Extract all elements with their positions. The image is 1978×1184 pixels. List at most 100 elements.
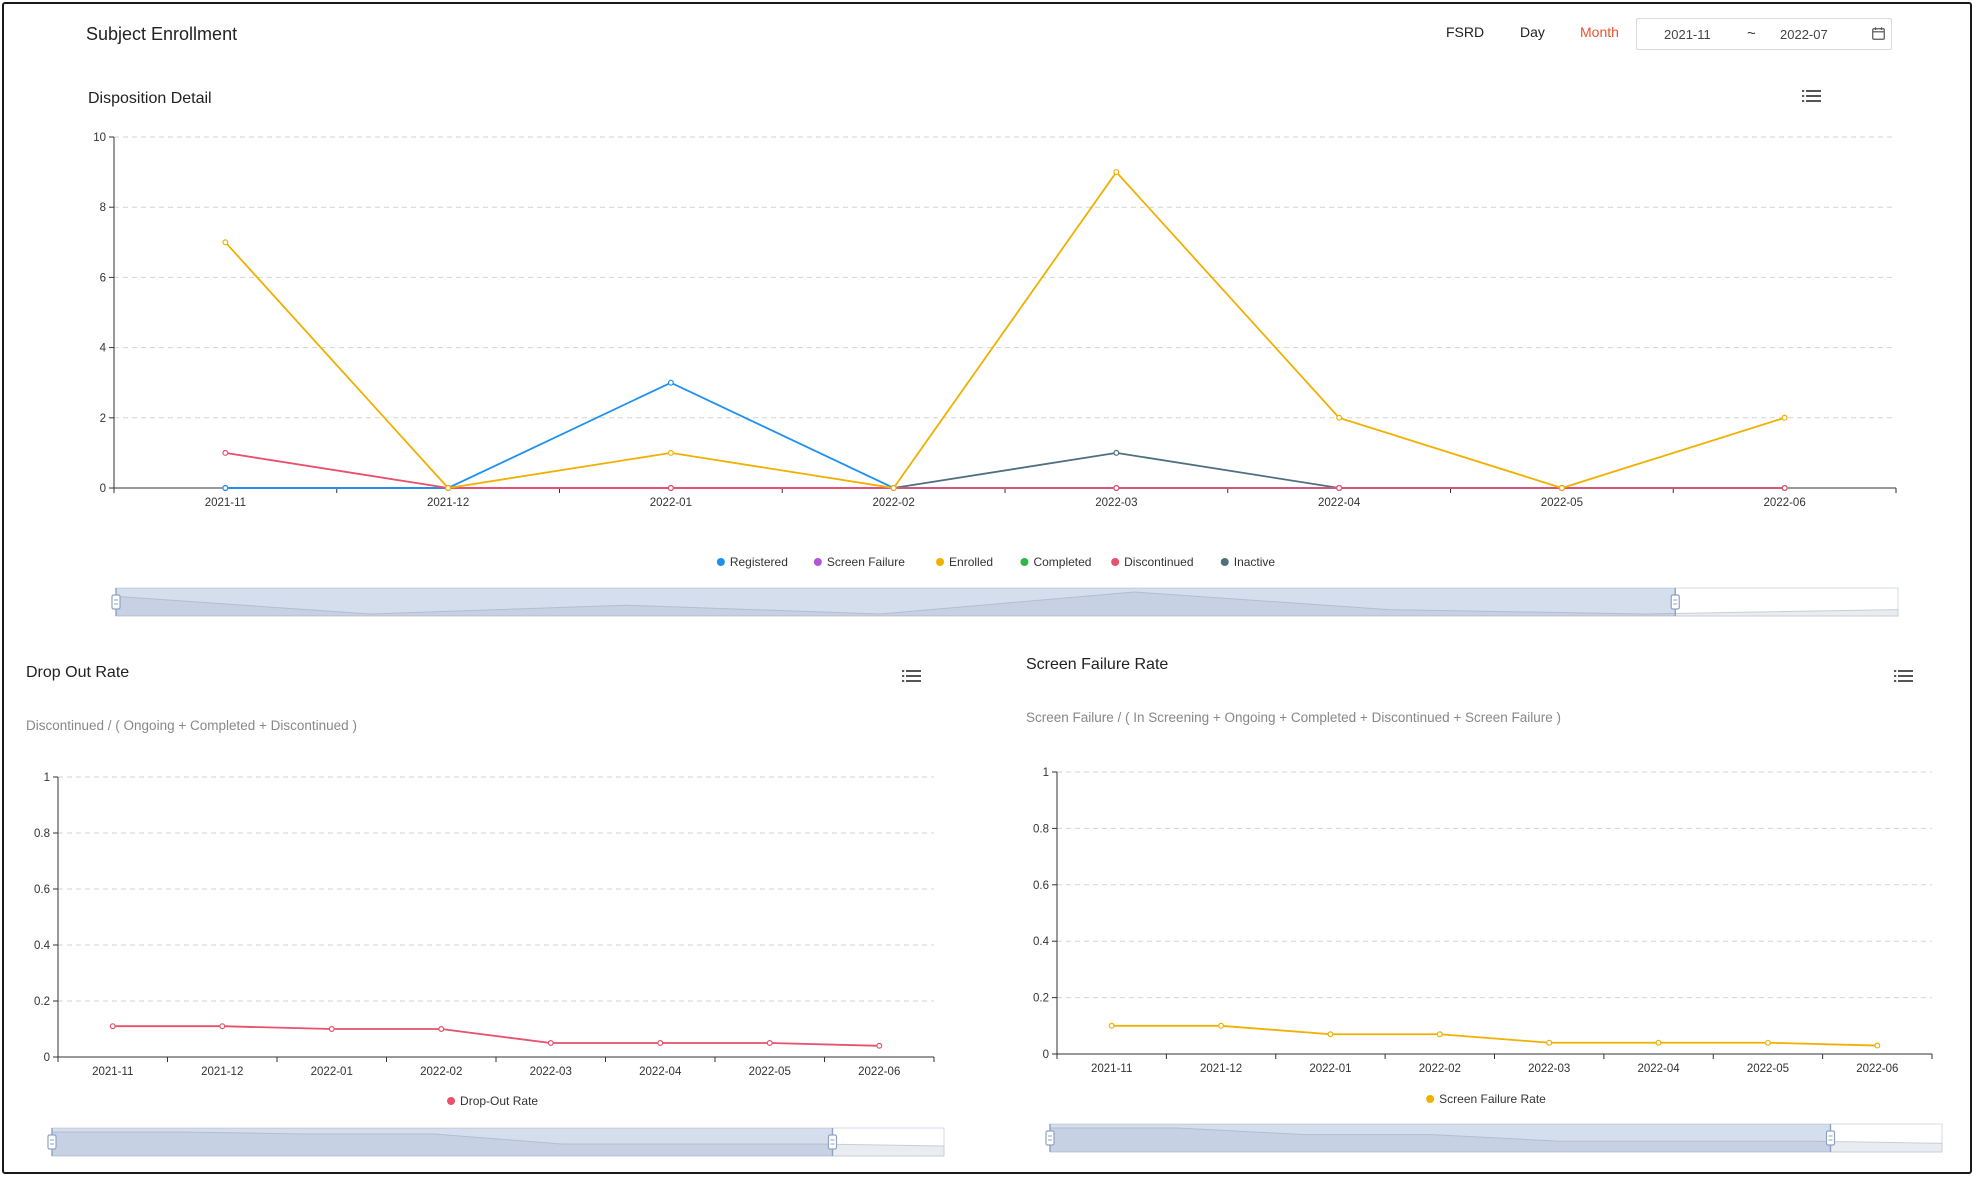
zoom-slider[interactable] bbox=[1045, 1123, 1943, 1153]
y-tick-label: 0.8 bbox=[34, 828, 50, 840]
x-tick-label: 2021-11 bbox=[205, 497, 246, 509]
data-point-discontinued[interactable] bbox=[1781, 485, 1788, 492]
legend-label: Screen Failure bbox=[827, 555, 905, 569]
zoom-handle-right[interactable] bbox=[827, 1128, 838, 1156]
data-point-discontinued[interactable] bbox=[667, 485, 674, 492]
data-point-discontinued[interactable] bbox=[1336, 485, 1343, 492]
series-line-screen-failure-rate[interactable] bbox=[1111, 1024, 1878, 1047]
y-tick-label: 4 bbox=[100, 343, 107, 355]
zoom-handle-left[interactable] bbox=[1045, 1124, 1055, 1152]
y-tick-label: 0.8 bbox=[1033, 823, 1049, 835]
x-tick-label: 2022-06 bbox=[1764, 497, 1806, 509]
legend-label: Enrolled bbox=[949, 555, 993, 569]
calendar-icon[interactable] bbox=[1872, 27, 1885, 40]
data-point-screen-failure-rate[interactable] bbox=[1436, 1031, 1443, 1038]
day-toggle[interactable]: Day bbox=[1520, 24, 1545, 40]
page-title: Subject Enrollment bbox=[86, 24, 238, 44]
data-point-drop-out-rate[interactable] bbox=[876, 1042, 883, 1049]
zoom-data-shadow bbox=[115, 591, 1899, 617]
x-tick-label: 2022-06 bbox=[1856, 1063, 1898, 1075]
data-point-drop-out-rate[interactable] bbox=[438, 1025, 445, 1032]
zoom-handle-left[interactable] bbox=[47, 1128, 57, 1156]
data-point-enrolled[interactable] bbox=[1336, 414, 1343, 421]
data-point-drop-out-rate[interactable] bbox=[219, 1023, 226, 1030]
y-tick-label: 1 bbox=[1043, 767, 1049, 779]
zoom-selection[interactable] bbox=[1050, 1124, 1831, 1152]
y-tick-label: 10 bbox=[93, 132, 106, 144]
date-separator: ~ bbox=[1747, 25, 1756, 42]
screen-failure-title: Screen Failure Rate bbox=[1026, 656, 1169, 673]
zoom-handle-grip bbox=[111, 594, 121, 610]
series-line-drop-out-rate[interactable] bbox=[112, 1025, 880, 1047]
y-tick-label: 8 bbox=[100, 202, 106, 214]
data-point-drop-out-rate[interactable] bbox=[109, 1023, 116, 1030]
data-point-enrolled[interactable] bbox=[1781, 414, 1788, 421]
data-point-drop-out-rate[interactable] bbox=[328, 1025, 335, 1032]
date-from-input[interactable]: 2021-11 bbox=[1664, 27, 1711, 42]
zoom-data-shadow bbox=[51, 1131, 945, 1157]
data-point-discontinued[interactable] bbox=[1113, 485, 1120, 492]
legend-item-screen-failure[interactable]: Screen Failure bbox=[813, 555, 905, 569]
x-tick-label: 2022-03 bbox=[530, 1066, 572, 1078]
x-tick-label: 2022-02 bbox=[1419, 1063, 1461, 1075]
zoom-selection[interactable] bbox=[52, 1128, 833, 1156]
data-point-screen-failure-rate[interactable] bbox=[1764, 1039, 1771, 1046]
legend-item-inactive[interactable]: Inactive bbox=[1220, 555, 1276, 569]
data-point-screen-failure-rate[interactable] bbox=[1327, 1031, 1334, 1038]
series-line-registered[interactable] bbox=[225, 381, 1785, 489]
dropout-title: Drop Out Rate bbox=[26, 664, 130, 681]
legend-item-discontinued[interactable]: Discontinued bbox=[1111, 555, 1194, 569]
screen-failure-list-icon[interactable] bbox=[1894, 668, 1914, 684]
y-tick-label: 0.6 bbox=[34, 884, 50, 896]
x-tick-label: 2022-01 bbox=[650, 497, 692, 509]
fsrd-toggle[interactable]: FSRD bbox=[1446, 24, 1485, 40]
disposition-title: Disposition Detail bbox=[88, 90, 212, 107]
data-point-drop-out-rate[interactable] bbox=[547, 1039, 554, 1046]
screen-failure-formula: Screen Failure / ( In Screening + Ongoin… bbox=[1026, 710, 1562, 725]
screen-failure-chart: 0 0.2 0.4 0.6 0.8 1 2021-11 2021-12 2022-01 2022-… bbox=[1033, 767, 1943, 1153]
legend-item-completed[interactable]: Completed bbox=[1020, 555, 1091, 569]
data-point-enrolled[interactable] bbox=[1558, 485, 1565, 492]
legend-item-registered[interactable]: Registered bbox=[716, 555, 788, 569]
data-point-screen-failure-rate[interactable] bbox=[1546, 1039, 1553, 1046]
data-point-drop-out-rate[interactable] bbox=[657, 1039, 664, 1046]
series-line-discontinued[interactable] bbox=[225, 452, 1785, 489]
date-range-picker[interactable]: 2021-11 ~ 2022-07 bbox=[1636, 18, 1892, 50]
data-point-inactive[interactable] bbox=[1113, 449, 1120, 456]
data-point-screen-failure-rate[interactable] bbox=[1218, 1022, 1225, 1029]
data-point-enrolled[interactable] bbox=[222, 239, 229, 246]
legend-item-enrolled[interactable]: Enrolled bbox=[936, 555, 993, 569]
data-point-registered[interactable] bbox=[222, 485, 229, 492]
legend-item-screen-failure-rate[interactable]: Screen Failure Rate bbox=[1426, 1092, 1546, 1106]
zoom-handle-right[interactable] bbox=[1670, 588, 1680, 616]
data-point-registered[interactable] bbox=[667, 379, 674, 386]
x-tick-label: 2022-03 bbox=[1528, 1063, 1570, 1075]
legend-marker bbox=[1220, 558, 1229, 566]
dropout-list-icon[interactable] bbox=[902, 668, 922, 684]
date-to-input[interactable]: 2022-07 bbox=[1780, 27, 1828, 42]
data-point-drop-out-rate[interactable] bbox=[766, 1039, 773, 1046]
data-point-enrolled[interactable] bbox=[1113, 169, 1120, 176]
data-point-enrolled[interactable] bbox=[445, 485, 452, 492]
legend-item-drop-out-rate[interactable]: Drop-Out Rate bbox=[447, 1094, 538, 1108]
legend-label: Discontinued bbox=[1124, 555, 1193, 569]
legend-marker bbox=[716, 558, 725, 566]
x-tick-label: 2021-11 bbox=[1091, 1063, 1132, 1075]
zoom-slider[interactable] bbox=[111, 587, 1899, 617]
data-point-enrolled[interactable] bbox=[890, 485, 897, 492]
disposition-list-icon[interactable] bbox=[1802, 88, 1822, 104]
zoom-handle-left[interactable] bbox=[111, 588, 121, 616]
x-tick-label: 2022-02 bbox=[873, 497, 915, 509]
zoom-slider[interactable] bbox=[47, 1127, 945, 1157]
data-point-screen-failure-rate[interactable] bbox=[1874, 1042, 1881, 1049]
data-point-screen-failure-rate[interactable] bbox=[1655, 1039, 1662, 1046]
x-tick-label: 2022-06 bbox=[858, 1066, 900, 1078]
data-point-discontinued[interactable] bbox=[222, 449, 229, 456]
zoom-selection[interactable] bbox=[116, 588, 1676, 616]
data-point-enrolled[interactable] bbox=[667, 449, 674, 456]
series-line-enrolled[interactable] bbox=[224, 170, 1785, 489]
zoom-handle-right[interactable] bbox=[1825, 1124, 1836, 1152]
month-toggle[interactable]: Month bbox=[1580, 24, 1619, 40]
data-point-screen-failure-rate[interactable] bbox=[1108, 1022, 1115, 1029]
